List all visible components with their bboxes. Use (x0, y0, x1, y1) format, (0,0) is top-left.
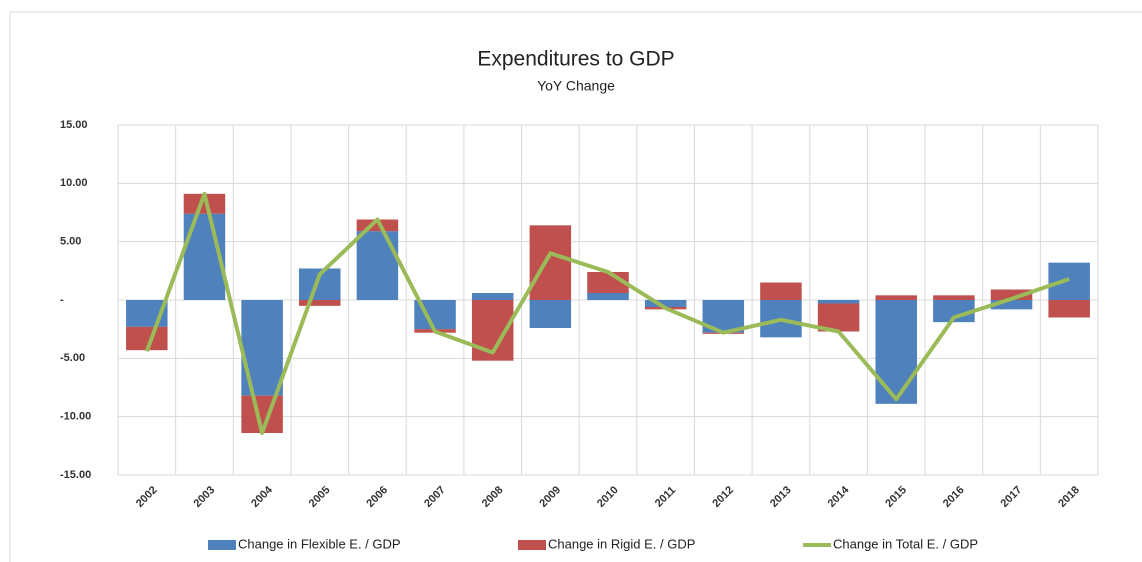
chart-title: Expenditures to GDP (477, 48, 674, 71)
y-tick-label: 10.00 (60, 177, 88, 189)
x-tick-label: 2010 (595, 484, 621, 510)
y-tick-label: -10.00 (60, 411, 91, 423)
y-tick-label: - (60, 294, 64, 306)
bar (126, 326, 168, 351)
bar (1048, 300, 1090, 318)
bar (933, 300, 975, 323)
bar (817, 300, 860, 304)
x-tick-label: 2015 (883, 484, 909, 510)
bar (587, 293, 629, 300)
legend-label: Change in Rigid E. / GDP (548, 536, 695, 551)
x-tick-label: 2017 (999, 484, 1025, 510)
bar (933, 295, 975, 300)
bar (241, 300, 283, 396)
x-tick-label: 2003 (192, 484, 218, 510)
bar (183, 193, 226, 214)
legend-label: Change in Flexible E. / GDP (238, 536, 401, 551)
bar (471, 293, 514, 300)
x-tick-label: 2006 (364, 484, 390, 510)
bar (1048, 262, 1090, 300)
x-tick-label: 2009 (537, 484, 563, 510)
x-tick-label: 2018 (1056, 484, 1082, 510)
line (144, 191, 1070, 435)
x-tick-label: 2016 (941, 484, 967, 510)
x-tick-label: 2013 (768, 484, 794, 510)
bar (760, 282, 802, 300)
legend-label: Change in Total E. / GDP (833, 536, 978, 551)
x-tick-label: 2007 (422, 484, 448, 510)
bar (875, 300, 917, 404)
x-tick-label: 2011 (653, 484, 678, 509)
bar (875, 295, 917, 300)
x-tick-label: 2012 (710, 484, 736, 510)
x-tick-label: 2014 (826, 483, 852, 509)
bar (356, 231, 399, 300)
y-tick-label: 15.00 (60, 119, 88, 131)
x-tick-label: 2002 (134, 484, 160, 510)
bar (299, 300, 341, 306)
chart-subtitle: YoY Change (537, 78, 615, 94)
x-tick-label: 2004 (249, 483, 275, 509)
y-tick-label: -15.00 (60, 469, 91, 481)
y-tick-label: -5.00 (60, 352, 85, 364)
bar (529, 300, 572, 328)
bar (529, 225, 572, 300)
y-tick-label: 5.00 (60, 236, 81, 248)
bar (356, 219, 399, 232)
x-tick-label: 2008 (480, 484, 506, 510)
x-tick-label: 2005 (307, 484, 333, 510)
bar (990, 289, 1033, 300)
legend-swatch (208, 540, 236, 550)
bar (990, 300, 1033, 310)
bar (644, 300, 687, 307)
legend-swatch (518, 540, 546, 550)
